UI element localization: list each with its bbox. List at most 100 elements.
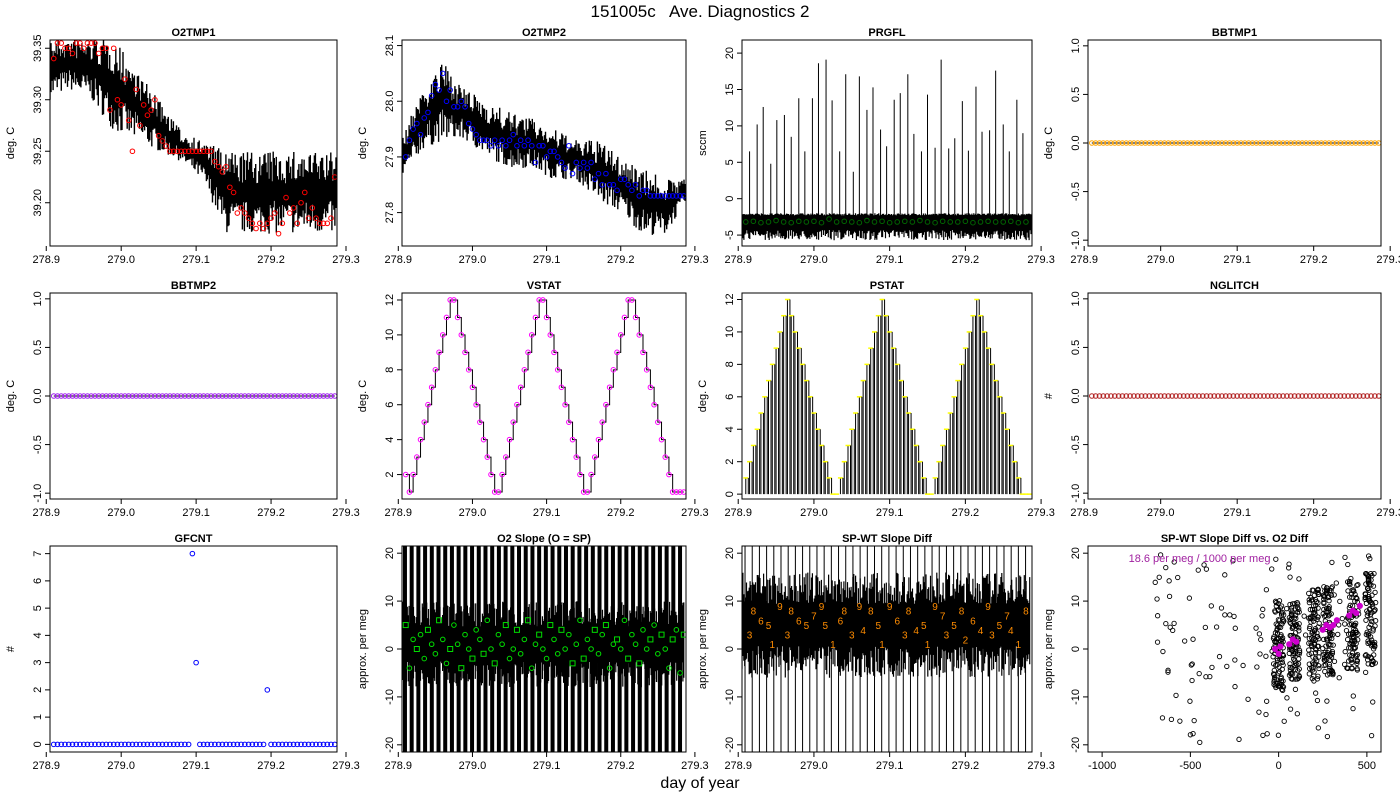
data-point	[1343, 628, 1350, 634]
data-point	[1330, 140, 1336, 146]
data-point	[1365, 661, 1371, 667]
data-point	[1207, 393, 1214, 399]
data-label: 9	[819, 602, 825, 613]
data-label: 9	[887, 602, 893, 613]
data-point	[1373, 599, 1379, 606]
data-point	[1092, 140, 1099, 146]
data-point	[1342, 648, 1348, 655]
data-point	[625, 181, 631, 188]
data-point	[1294, 621, 1300, 628]
data-point	[1306, 625, 1313, 632]
data-point	[1349, 659, 1355, 666]
data-point	[1327, 664, 1333, 670]
series-line	[405, 299, 684, 493]
data-point	[1354, 660, 1360, 667]
data-point	[242, 210, 248, 216]
x-tick-label: 279.2	[952, 254, 980, 266]
data-point	[480, 436, 487, 443]
data-point	[328, 741, 334, 748]
data-label: 6	[838, 616, 844, 627]
data-label: 6	[796, 616, 802, 627]
data-point	[417, 436, 424, 443]
y-axis-label: sccm	[697, 130, 709, 156]
data-point	[528, 665, 535, 671]
annotation: 18.6 per meg / 1000 per meg	[1129, 553, 1271, 565]
data-point	[1291, 393, 1298, 399]
data-point	[1326, 393, 1332, 399]
y-tick-label: 0.5	[32, 340, 44, 355]
y-axis-label: deg. C	[1043, 127, 1055, 159]
data-point	[1175, 574, 1181, 581]
data-point	[1134, 393, 1141, 399]
data-point	[1314, 393, 1321, 399]
data-point	[1315, 614, 1321, 620]
data-point	[465, 646, 472, 652]
data-point	[122, 393, 128, 399]
data-point	[451, 104, 457, 110]
data-point	[521, 142, 528, 149]
x-tick-label: -1000	[1088, 760, 1116, 772]
data-point	[406, 665, 413, 671]
data-point	[1275, 617, 1282, 623]
data-point	[62, 393, 68, 399]
data-point	[499, 137, 505, 144]
data-point	[1372, 607, 1378, 613]
y-tick-label: 20	[724, 47, 736, 59]
data-point	[1347, 602, 1353, 608]
data-point	[1292, 660, 1299, 666]
data-point	[1253, 393, 1260, 399]
data-line	[742, 572, 1031, 678]
fit-point	[1293, 638, 1300, 645]
data-point	[954, 219, 961, 225]
data-point	[879, 218, 885, 225]
data-label: 5	[876, 621, 882, 632]
data-point	[174, 393, 181, 399]
data-point	[477, 137, 483, 144]
data-point	[477, 636, 483, 643]
data-point	[1226, 393, 1233, 399]
data-label: 9	[777, 602, 783, 613]
data-point	[1309, 587, 1315, 593]
data-point	[677, 193, 683, 199]
data-point	[253, 225, 259, 232]
data-point	[174, 148, 181, 155]
data-point	[432, 650, 439, 657]
data-point	[924, 219, 931, 225]
data-point	[1154, 639, 1161, 645]
data-point	[95, 393, 102, 399]
data-point	[454, 314, 461, 321]
data-point	[1150, 393, 1156, 399]
data-point	[1202, 624, 1208, 631]
data-point	[305, 393, 312, 399]
fit-point	[1330, 621, 1337, 629]
data-point	[1242, 140, 1248, 146]
data-point	[1365, 653, 1371, 660]
data-point	[159, 138, 166, 144]
data-point	[436, 617, 443, 624]
data-point	[1264, 731, 1270, 737]
data-point	[1161, 393, 1168, 399]
x-tick-label: 279.1	[1223, 254, 1251, 266]
panel-9: GFCNT #278.9 279.0 279.1 279.2 279.3 0 1 2 3 4 5 6 7	[5, 533, 360, 772]
data-point	[58, 393, 65, 399]
data-point	[1309, 629, 1316, 635]
plot-frame	[741, 545, 1033, 753]
y-tick-label: 0	[384, 646, 396, 652]
data-point	[439, 332, 446, 338]
data-point	[148, 393, 154, 399]
data-point	[95, 741, 102, 748]
data-point	[1329, 635, 1335, 642]
data-point	[155, 393, 162, 399]
fit-point	[1353, 609, 1360, 617]
data-point	[215, 741, 222, 748]
data-point	[414, 120, 420, 127]
data-point	[1159, 715, 1166, 721]
y-tick-label: 20	[384, 547, 396, 559]
data-point	[1154, 393, 1160, 399]
plot-area	[1089, 140, 1381, 146]
data-point	[1314, 658, 1320, 664]
plot-area	[50, 550, 337, 748]
data-point	[1209, 664, 1215, 671]
